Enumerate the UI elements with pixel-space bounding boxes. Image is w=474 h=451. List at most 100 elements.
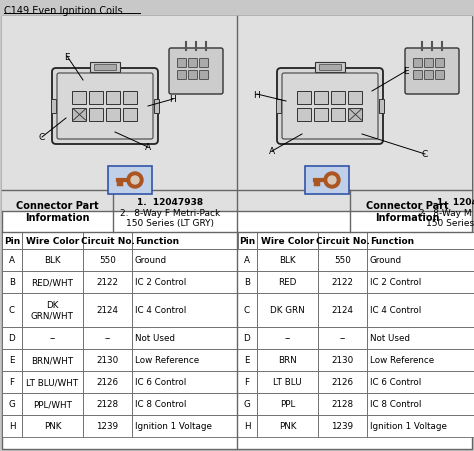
Text: PPL: PPL (280, 400, 295, 409)
Bar (83, 371, 132, 393)
Text: Ground: Ground (370, 256, 402, 265)
Text: 2128: 2128 (331, 400, 354, 409)
Bar (319, 65, 341, 71)
Text: --: -- (284, 334, 291, 343)
Bar (318, 327, 367, 349)
Text: B: B (9, 278, 15, 287)
FancyBboxPatch shape (425, 60, 434, 69)
Bar (237, 293, 257, 327)
Text: IC 8 Control: IC 8 Control (370, 400, 421, 409)
Text: E: E (64, 52, 70, 61)
Bar (315, 92, 328, 105)
Bar (2, 249, 22, 272)
Text: BLK: BLK (279, 256, 296, 265)
Bar (237, 327, 257, 349)
Text: Circuit No.: Circuit No. (81, 236, 135, 245)
Bar (257, 272, 318, 293)
Text: 1239: 1239 (96, 422, 118, 431)
Text: A: A (269, 147, 275, 156)
Text: F: F (245, 377, 249, 387)
Bar (108, 166, 152, 194)
Text: Wire Color: Wire Color (26, 236, 79, 245)
Bar (257, 371, 318, 393)
Bar (83, 272, 132, 293)
Bar (90, 63, 120, 73)
Bar (257, 232, 318, 249)
Bar (132, 293, 238, 327)
Bar (132, 327, 238, 349)
Text: Not Used: Not Used (135, 334, 175, 343)
Text: C: C (39, 133, 45, 142)
Text: IC 8 Control: IC 8 Control (135, 400, 186, 409)
FancyBboxPatch shape (436, 60, 445, 69)
Bar (257, 293, 318, 327)
Text: 2122: 2122 (97, 278, 118, 287)
Bar (22, 349, 83, 371)
Bar (124, 92, 137, 105)
Text: 1239: 1239 (331, 422, 354, 431)
Text: BRN/WHT: BRN/WHT (31, 356, 73, 365)
Bar (83, 327, 132, 349)
Text: 150 Series (LT GRY): 150 Series (LT GRY) (126, 219, 214, 227)
Bar (348, 92, 363, 105)
Text: E: E (403, 67, 409, 76)
Text: IC 4 Control: IC 4 Control (135, 306, 186, 315)
Text: H: H (254, 90, 260, 99)
Bar (318, 371, 367, 393)
Text: G: G (9, 400, 15, 409)
Bar (331, 109, 346, 122)
Text: A: A (145, 143, 151, 152)
Text: 2.  8-Way F Metri-Pack: 2. 8-Way F Metri-Pack (120, 208, 220, 217)
Bar (2, 327, 22, 349)
Text: Circuit No.: Circuit No. (316, 236, 369, 245)
Bar (51, 100, 56, 114)
Text: A: A (244, 256, 250, 265)
Text: PNK: PNK (44, 422, 61, 431)
Bar (2, 293, 22, 327)
Bar (22, 327, 83, 349)
Bar (367, 393, 474, 415)
FancyBboxPatch shape (277, 69, 383, 145)
Text: DK GRN: DK GRN (270, 306, 305, 315)
Bar (331, 92, 346, 105)
FancyBboxPatch shape (413, 71, 422, 80)
Bar (22, 272, 83, 293)
Text: --: -- (49, 334, 55, 343)
Bar (124, 109, 137, 122)
Bar (257, 393, 318, 415)
Text: IC 4 Control: IC 4 Control (370, 306, 421, 315)
Text: A: A (9, 256, 15, 265)
Text: 2126: 2126 (97, 377, 118, 387)
FancyBboxPatch shape (405, 49, 459, 95)
Text: Low Reference: Low Reference (370, 356, 434, 365)
Text: IC 2 Control: IC 2 Control (370, 278, 421, 287)
Bar (318, 393, 367, 415)
Text: E: E (9, 356, 15, 365)
Text: E: E (244, 356, 250, 365)
Text: LT BLU/WHT: LT BLU/WHT (27, 377, 79, 387)
Bar (107, 92, 120, 105)
Text: Connector Part
Information: Connector Part Information (16, 201, 98, 222)
Text: Not Used: Not Used (370, 334, 410, 343)
Bar (276, 100, 281, 114)
Bar (2, 349, 22, 371)
Text: C: C (9, 306, 15, 315)
Bar (83, 393, 132, 415)
Bar (132, 349, 238, 371)
Text: 2130: 2130 (331, 356, 354, 365)
Text: D: D (9, 334, 15, 343)
Bar (2, 415, 22, 437)
Text: IC 6 Control: IC 6 Control (370, 377, 421, 387)
Text: Function: Function (370, 236, 414, 245)
Text: 150 Series (LT GRY): 150 Series (LT GRY) (426, 219, 474, 227)
Text: 2126: 2126 (331, 377, 354, 387)
Text: C: C (422, 150, 428, 159)
Bar (22, 415, 83, 437)
Text: Low Reference: Low Reference (135, 356, 199, 365)
Bar (318, 293, 367, 327)
Bar (237, 232, 257, 249)
Bar (22, 393, 83, 415)
Bar (237, 349, 257, 371)
FancyBboxPatch shape (177, 60, 186, 69)
Text: Ignition 1 Voltage: Ignition 1 Voltage (135, 422, 212, 431)
